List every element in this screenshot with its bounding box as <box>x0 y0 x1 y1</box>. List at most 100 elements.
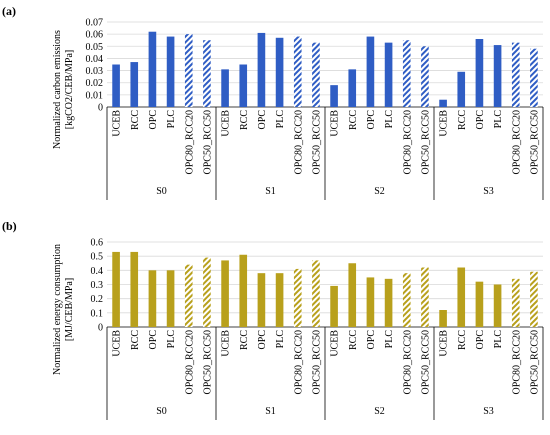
x-tick-label: PLC <box>166 110 177 129</box>
x-tick-label: UCEB <box>330 110 341 137</box>
bar-s2-uceb <box>330 285 338 327</box>
x-tick-label: PLC <box>493 330 504 349</box>
y-tick-label: 0.6 <box>91 238 104 249</box>
bar-s2-opc <box>366 277 375 327</box>
x-tick-label: UCEB <box>221 110 232 137</box>
bar-s2-opc80_rcc20 <box>402 273 411 327</box>
group-label: S1 <box>265 406 276 417</box>
x-tick-label: OPC <box>366 330 377 350</box>
bar-s3-plc <box>493 284 502 327</box>
x-tick-label: OPC80_RCC20 <box>184 110 195 174</box>
x-tick-label: OPC80_RCC20 <box>293 110 304 174</box>
bar-s2-uceb <box>330 85 338 107</box>
x-tick-label: UCEB <box>112 330 123 357</box>
group-label: S3 <box>483 186 494 197</box>
bar-s3-opc50_rcc50 <box>530 271 538 327</box>
y-tick-label: 0.07 <box>86 18 104 29</box>
x-tick-label: OPC80_RCC20 <box>511 110 522 174</box>
x-tick-label: PLC <box>275 110 286 129</box>
bar-s3-rcc <box>457 71 466 107</box>
bar-s1-uceb <box>221 260 229 327</box>
group-label: S0 <box>156 406 167 417</box>
bar-s3-opc <box>475 281 484 327</box>
bar-s3-rcc <box>457 267 466 327</box>
bar-s0-uceb <box>112 251 120 327</box>
chart-energy-consumption: 0 0.1 0.2 0.3 0.4 0.5 0.6 Normalized energy con… <box>52 238 544 420</box>
bar-s1-opc80_rcc20 <box>293 36 302 108</box>
x-tick-label: PLC <box>493 110 504 129</box>
x-tick-label: OPC80_RCC20 <box>184 330 195 394</box>
bar-s1-opc <box>257 32 266 107</box>
x-tick-label: RCC <box>239 330 250 350</box>
y-tick-label: 0.2 <box>91 294 104 305</box>
x-tick-label: OPC <box>148 110 159 130</box>
y-axis-unit: [MJ/CEB/MPa] <box>64 278 75 341</box>
y-axis-unit: [kgCO2/CEB/MPa] <box>64 50 75 129</box>
x-tick-label: OPC50_RCC50 <box>202 330 213 394</box>
bar-s1-opc50_rcc50 <box>312 260 320 327</box>
y-axis-title: Normalized carbon emissions <box>52 30 63 149</box>
x-tick-label: OPC <box>366 110 377 130</box>
x-tick-label: UCEB <box>221 330 232 357</box>
x-tick-label: OPC50_RCC50 <box>420 330 431 394</box>
bar-s0-opc80_rcc20 <box>184 264 193 327</box>
x-tick-label: OPC50_RCC50 <box>529 330 540 394</box>
y-tick-label: 0.01 <box>86 90 104 101</box>
group-label: S0 <box>156 186 167 197</box>
panel-label-a: (a) <box>2 4 16 18</box>
y-tick-label: 0.02 <box>86 78 104 89</box>
group-label: S1 <box>265 186 276 197</box>
x-tick-label: OPC <box>257 330 268 350</box>
bar-s3-opc50_rcc50 <box>530 48 538 107</box>
x-tick-label: RCC <box>348 330 359 350</box>
x-tick-label: OPC50_RCC50 <box>311 110 322 174</box>
bar-s0-uceb <box>112 64 120 107</box>
bar-s0-plc <box>166 36 175 108</box>
bar-s1-rcc <box>239 254 248 327</box>
y-tick-label: 0 <box>98 103 103 114</box>
bar-s2-opc80_rcc20 <box>402 40 411 107</box>
y-axis-title: Normalized energy consumption <box>52 244 63 375</box>
bar-s1-rcc <box>239 64 248 107</box>
y-tick-label: 0.04 <box>86 54 104 65</box>
x-tick-label: UCEB <box>439 110 450 137</box>
bar-s0-opc50_rcc50 <box>203 40 211 107</box>
bar-s1-opc80_rcc20 <box>293 268 302 327</box>
x-tick-label: UCEB <box>112 110 123 137</box>
bar-s0-plc <box>166 270 175 327</box>
x-tick-label: OPC <box>148 330 159 350</box>
y-tick-label: 0.3 <box>91 280 104 291</box>
bar-s0-rcc <box>130 251 139 327</box>
x-tick-label: OPC50_RCC50 <box>311 330 322 394</box>
x-tick-label: OPC <box>257 110 268 130</box>
x-tick-label: RCC <box>130 110 141 130</box>
bar-s2-opc50_rcc50 <box>421 46 429 107</box>
group-label: S2 <box>374 406 385 417</box>
x-tick-label: UCEB <box>330 330 341 357</box>
x-tick-label: PLC <box>166 330 177 349</box>
x-tick-label: OPC80_RCC20 <box>293 330 304 394</box>
bar-s3-opc80_rcc20 <box>511 278 520 327</box>
x-tick-label: UCEB <box>439 330 450 357</box>
x-tick-label: RCC <box>457 330 468 350</box>
bar-s3-opc80_rcc20 <box>511 42 520 108</box>
bar-s1-plc <box>275 37 284 107</box>
x-tick-label: OPC50_RCC50 <box>202 110 213 174</box>
bar-s0-opc <box>148 31 157 107</box>
group-label: S3 <box>483 406 494 417</box>
y-tick-label: 0.1 <box>91 308 104 319</box>
bar-s2-plc <box>384 42 393 108</box>
x-tick-label: OPC <box>475 330 486 350</box>
bar-s2-rcc <box>348 69 357 107</box>
bar-s0-opc <box>148 270 157 327</box>
bar-s3-plc <box>493 45 502 107</box>
panel-label-b: (b) <box>2 219 17 233</box>
y-tick-label: 0.5 <box>91 252 104 263</box>
bar-s1-opc50_rcc50 <box>312 42 320 108</box>
bar-s3-uceb <box>439 99 447 107</box>
x-tick-label: OPC <box>475 110 486 130</box>
x-tick-label: RCC <box>348 110 359 130</box>
y-tick-label: 0.4 <box>91 266 104 277</box>
bar-s0-opc80_rcc20 <box>184 34 193 108</box>
